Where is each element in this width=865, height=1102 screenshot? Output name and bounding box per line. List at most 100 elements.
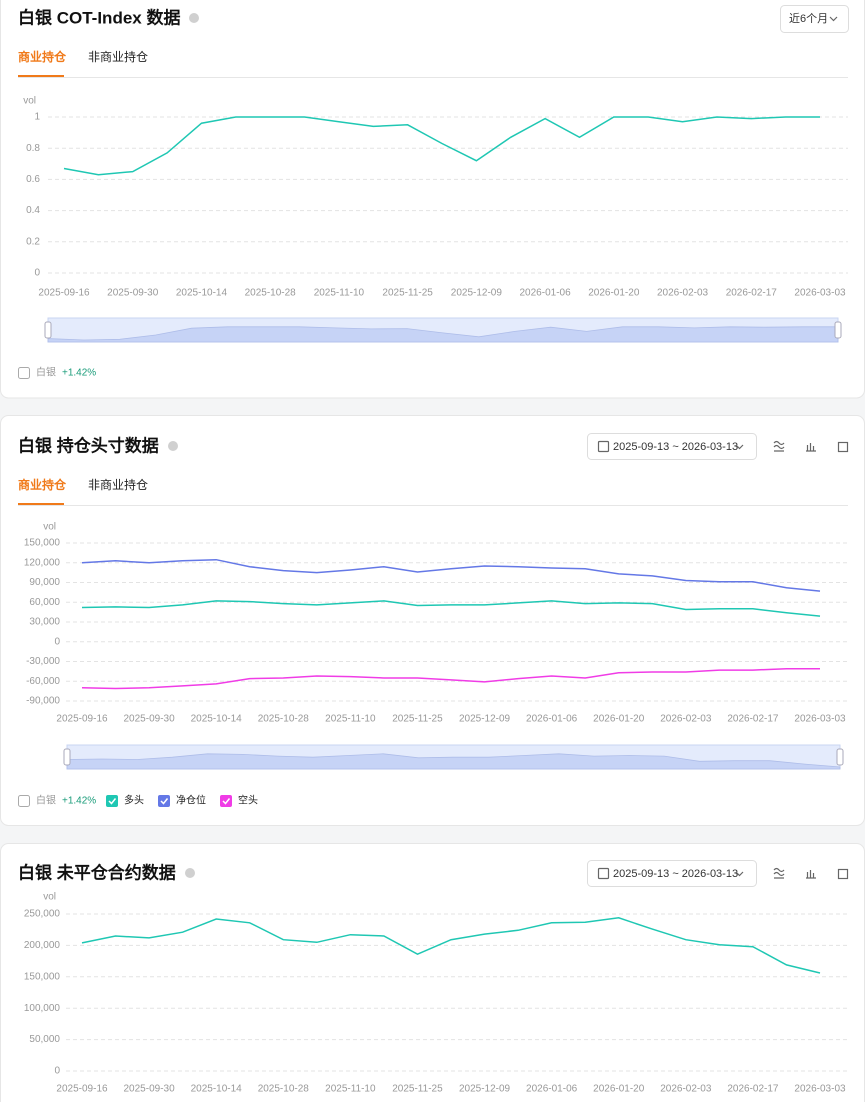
table-icon[interactable] (837, 868, 849, 880)
x-tick-label: 2026-01-20 (593, 1084, 645, 1095)
compare-label: 白银 (36, 366, 56, 379)
tab[interactable]: 商业持仓 (18, 477, 67, 492)
table-icon[interactable] (837, 441, 849, 453)
calendar-icon (597, 867, 610, 880)
checkbox[interactable] (18, 367, 30, 379)
x-tick-label: 2026-02-17 (726, 288, 778, 299)
x-tick-label: 2025-09-16 (56, 1084, 108, 1095)
y-tick-label: 100,000 (24, 1003, 61, 1014)
y-tick-label: 150,000 (24, 971, 61, 982)
panel-title: 白银 持仓头寸数据 (18, 435, 159, 455)
tab-underline (18, 75, 64, 77)
y-tick-label: 0 (34, 268, 40, 279)
line-icon[interactable] (773, 867, 785, 879)
x-tick-label: 2026-01-06 (526, 714, 578, 725)
date-range: 2025-09-13 ~ 2026-03-13 (613, 868, 738, 880)
legend-checkbox[interactable] (220, 795, 232, 807)
line-icon[interactable] (773, 440, 785, 452)
zoom-handle (63, 748, 71, 766)
y-tick-label: -60,000 (26, 676, 60, 687)
date-picker[interactable] (587, 860, 757, 887)
x-tick-label: 2025-09-30 (124, 1084, 176, 1095)
y-tick-label: 90,000 (29, 577, 60, 588)
y-tick-label: 1 (34, 112, 40, 123)
chevron (735, 871, 744, 877)
x-tick-label: 2025-10-14 (176, 288, 228, 299)
y-tick-label: 120,000 (24, 557, 61, 568)
x-tick-label: 2026-01-20 (593, 714, 645, 725)
y-tick-label: -90,000 (26, 696, 60, 707)
x-tick-label: 2025-11-25 (392, 714, 443, 725)
checkbox[interactable] (18, 795, 30, 807)
x-tick-label: 2025-12-09 (459, 1084, 511, 1095)
compare-change: +1.42% (62, 796, 96, 807)
y-tick-label: 60,000 (29, 597, 60, 608)
x-tick-label: 2025-09-30 (124, 714, 176, 725)
panel-title: 白银 COT-Index 数据 (18, 7, 180, 27)
y-tick-label: 50,000 (29, 1034, 60, 1045)
x-tick-label: 2025-09-16 (38, 288, 90, 299)
bar-icon[interactable] (806, 443, 816, 452)
x-tick-label: 2026-01-06 (520, 288, 572, 299)
y-tick-label: 0 (54, 1066, 60, 1077)
series-line (63, 116, 820, 176)
chevron (829, 16, 838, 22)
info-icon[interactable] (168, 441, 178, 451)
info-icon[interactable] (189, 13, 199, 23)
y-tick-label: 0.4 (26, 205, 40, 216)
y-axis-label: vol (23, 96, 36, 107)
tab[interactable]: 非商业持仓 (88, 49, 148, 64)
series-line (81, 667, 820, 690)
x-tick-label: 2026-02-17 (727, 1084, 779, 1095)
chevron (735, 444, 744, 450)
zoom-handle (834, 321, 842, 339)
x-tick-label: 2026-02-03 (660, 714, 712, 725)
x-tick-label: 2025-11-10 (325, 714, 376, 725)
date-range: 2025-09-13 ~ 2026-03-13 (613, 441, 738, 453)
y-axis-label: vol (43, 522, 56, 533)
legend-checkbox[interactable] (158, 795, 170, 807)
series-line (81, 917, 821, 974)
x-tick-label: 2025-10-14 (191, 714, 243, 725)
x-tick-label: 2025-12-09 (451, 288, 503, 299)
tab[interactable]: 商业持仓 (18, 49, 67, 64)
y-tick-label: 0.2 (26, 236, 40, 247)
x-tick-label: 2025-10-14 (191, 1084, 243, 1095)
compare-label: 白银 (36, 794, 56, 807)
x-tick-label: 2025-12-09 (459, 714, 511, 725)
bar-icon[interactable] (806, 870, 816, 879)
tab[interactable]: 非商业持仓 (88, 477, 148, 492)
legend-label: 空头 (238, 794, 258, 807)
x-tick-label: 2026-02-17 (727, 714, 779, 725)
x-tick-label: 2026-02-03 (657, 288, 709, 299)
x-tick-label: 2025-11-10 (314, 288, 365, 299)
range-select[interactable] (780, 5, 849, 33)
check-mark (222, 798, 231, 805)
x-tick-label: 2025-10-28 (245, 288, 297, 299)
x-tick-label: 2026-01-20 (588, 288, 640, 299)
calendar-icon (597, 440, 610, 453)
range-text: 近6个月 (789, 12, 828, 25)
panel-title: 白银 未平仓合约数据 (18, 862, 176, 882)
x-tick-label: 2026-03-03 (794, 288, 846, 299)
x-tick-label: 2025-10-28 (258, 1084, 310, 1095)
x-tick-label: 2025-11-25 (392, 1084, 443, 1095)
zoom-handle (44, 321, 52, 339)
info-icon[interactable] (185, 868, 195, 878)
zoom-handle (836, 748, 844, 766)
x-tick-label: 2026-03-03 (794, 1084, 846, 1095)
date-picker[interactable] (587, 433, 757, 460)
tab-underline (18, 503, 64, 505)
y-tick-label: 30,000 (29, 617, 60, 628)
series-line (81, 600, 821, 617)
x-tick-label: 2025-09-16 (56, 714, 108, 725)
x-tick-label: 2025-11-10 (325, 1084, 376, 1095)
y-tick-label: -30,000 (26, 656, 60, 667)
y-tick-label: 250,000 (24, 909, 61, 920)
x-tick-label: 2026-01-06 (526, 1084, 578, 1095)
legend-checkbox[interactable] (106, 795, 118, 807)
y-tick-label: 0.6 (26, 174, 40, 185)
x-tick-label: 2025-11-25 (382, 288, 433, 299)
check-mark (108, 798, 117, 805)
